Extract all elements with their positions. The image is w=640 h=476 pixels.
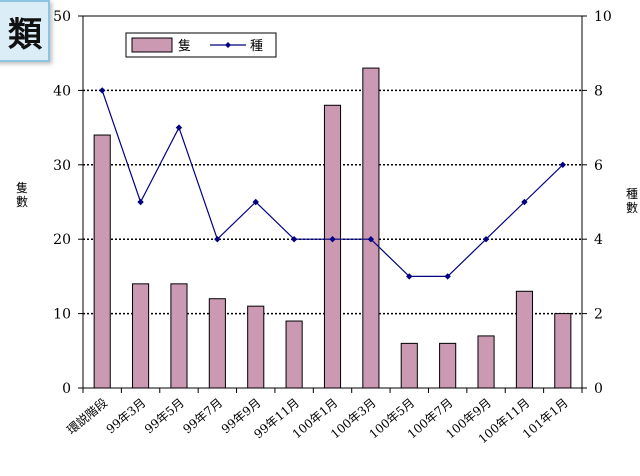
x-tick-label: 99年5月 <box>142 396 187 437</box>
line-marker <box>521 198 528 206</box>
y2-tick-label: 10 <box>594 9 612 25</box>
legend-bar-swatch <box>131 37 173 53</box>
line-marker <box>559 161 567 168</box>
y-tick-label: 0 <box>62 381 71 397</box>
line-marker <box>137 198 144 206</box>
y-tick-label: 30 <box>53 158 71 174</box>
bar <box>323 104 342 389</box>
line-marker <box>329 236 336 243</box>
y-axis-label-char: 數 <box>16 195 28 209</box>
line-marker <box>406 273 413 280</box>
y2-tick-label: 6 <box>594 158 603 174</box>
y-axis-label-char: 隻 <box>16 180 28 195</box>
bar <box>515 290 533 389</box>
bar <box>247 305 265 389</box>
x-tick-label: 99年7月 <box>180 396 225 437</box>
bar <box>477 335 495 389</box>
bar <box>132 283 150 389</box>
line-marker <box>252 198 259 206</box>
bar <box>285 320 303 389</box>
line-marker <box>175 124 183 131</box>
line-marker <box>214 236 221 243</box>
line-marker <box>98 87 106 94</box>
x-tick-label: 99年3月 <box>104 396 149 437</box>
bar <box>439 342 457 389</box>
y-tick-label: 10 <box>53 307 71 323</box>
bar <box>554 313 572 389</box>
bar <box>170 283 188 389</box>
title-fragment: 類 <box>0 0 50 62</box>
bar <box>362 67 380 389</box>
line-marker <box>290 236 298 243</box>
bar <box>93 134 111 389</box>
legend-line-marker <box>225 42 231 48</box>
y-tick-label: 40 <box>53 83 71 99</box>
line-marker <box>482 236 490 243</box>
y2-tick-label: 0 <box>594 381 603 397</box>
y2-axis-label-char: 種 <box>626 187 638 201</box>
line-marker <box>367 236 375 243</box>
y2-tick-label: 8 <box>594 83 603 99</box>
bar <box>400 342 418 389</box>
y-tick-label: 50 <box>53 9 71 25</box>
legend-line-label: 種 <box>250 38 263 54</box>
y2-axis-label-char: 數 <box>626 201 638 215</box>
x-tick-label: 環説階段 <box>64 395 110 437</box>
line-marker <box>444 273 451 280</box>
y2-tick-label: 4 <box>594 232 603 248</box>
y2-tick-label: 2 <box>594 307 603 323</box>
legend-bar-label: 隻 <box>178 39 191 54</box>
bar <box>208 298 226 389</box>
y-tick-label: 20 <box>53 232 71 248</box>
